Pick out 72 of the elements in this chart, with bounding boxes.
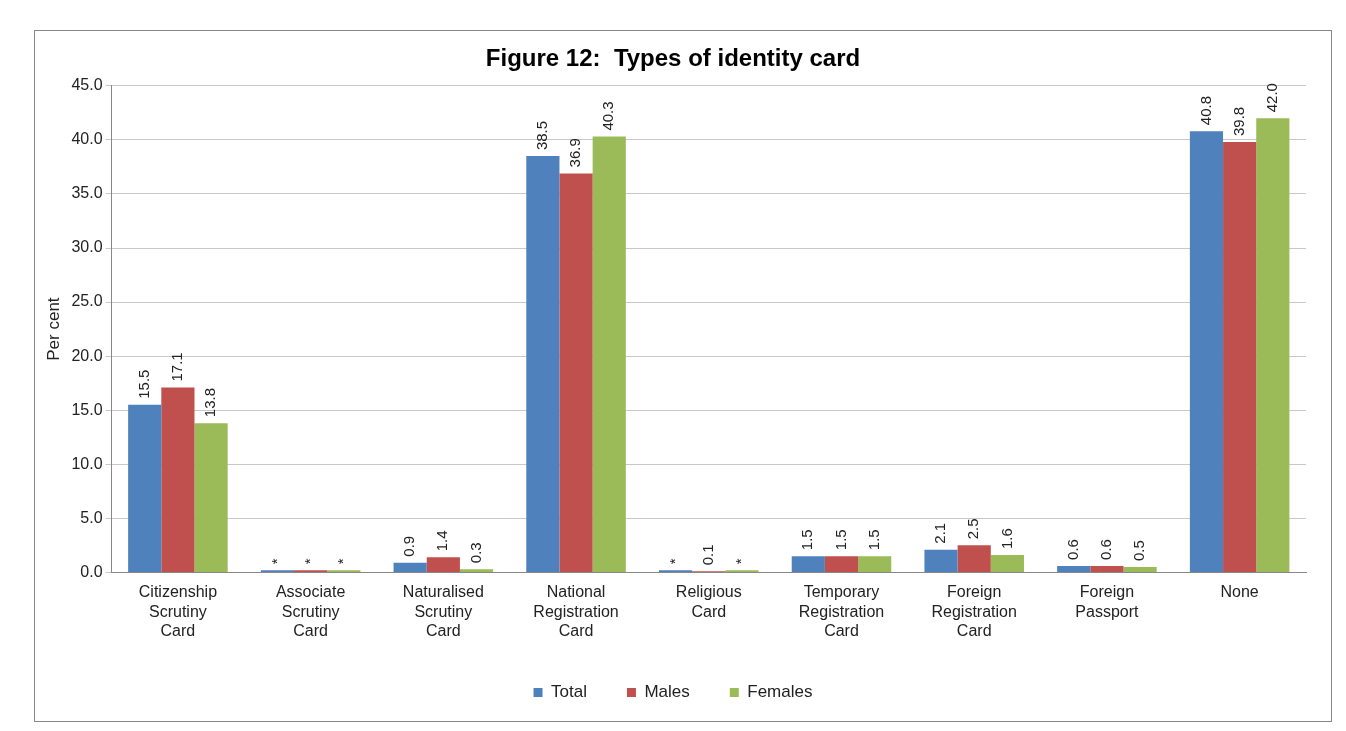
bar [924, 549, 958, 572]
data-label: 0.3 [466, 542, 484, 564]
bar [559, 173, 593, 572]
data-label: 2.5 [964, 518, 982, 540]
data-label: * [267, 558, 285, 565]
data-label: * [333, 558, 351, 565]
y-tick-label: 10.0 [71, 454, 103, 472]
data-label: 0.6 [1063, 539, 1081, 560]
data-label: 0.5 [1130, 540, 1148, 561]
bar [459, 569, 494, 572]
y-tick-label: 15.0 [71, 400, 103, 418]
data-label: 1.4 [433, 530, 451, 552]
data-label: 1.6 [997, 528, 1015, 550]
x-tick-label: Naturalised Scrutiny Card [402, 583, 484, 639]
bar [957, 545, 991, 572]
y-tick-label: 35.0 [71, 184, 103, 202]
bar [161, 387, 195, 572]
data-label: 13.8 [201, 387, 219, 418]
bar [824, 556, 859, 572]
legend-label: Males [644, 682, 690, 702]
bar [1090, 565, 1124, 572]
bar [990, 555, 1024, 572]
data-label: 40.8 [1196, 96, 1214, 126]
legend-label: Total [551, 682, 587, 702]
bar [1057, 565, 1091, 572]
x-tick-label: Citizenship Scrutiny Card [138, 583, 218, 639]
y-tick-label: 20.0 [71, 346, 103, 364]
bar [393, 562, 427, 572]
data-label: * [300, 558, 318, 565]
y-tick-label: 5.0 [80, 508, 103, 526]
y-tick-label: 45.0 [71, 76, 103, 94]
x-tick-label: Associate Scrutiny Card [275, 583, 346, 639]
data-label: 0.6 [1097, 539, 1115, 560]
data-label: 0.9 [400, 535, 418, 557]
x-tick-label: National Registration Card [533, 583, 619, 639]
x-tick-label: None [1220, 583, 1259, 601]
legend-label: Females [747, 682, 813, 702]
y-axis-title: Per cent [43, 297, 63, 361]
data-label: 39.8 [1229, 106, 1247, 137]
chart-title: Figure 12: Types of identity card [485, 44, 861, 72]
data-label: 1.5 [831, 529, 849, 551]
bar [194, 423, 228, 572]
data-label: 1.5 [864, 529, 882, 551]
bar [1223, 142, 1257, 572]
bar [1256, 118, 1290, 572]
data-label: 0.1 [698, 544, 716, 566]
data-label: 15.5 [134, 369, 152, 399]
data-label: 2.1 [931, 522, 949, 544]
bar [858, 556, 892, 572]
y-tick-label: 30.0 [71, 238, 103, 256]
data-label: 42.0 [1262, 83, 1280, 113]
bar [1123, 566, 1157, 572]
x-tick-label: Foreign Passport [1075, 583, 1140, 620]
data-label: 38.5 [533, 120, 551, 151]
data-label: 40.3 [599, 101, 617, 131]
data-label: 1.5 [798, 529, 816, 551]
x-tick-label: Religious Card [675, 583, 742, 620]
bar [526, 156, 560, 572]
data-label: * [665, 558, 683, 565]
data-label: 17.1 [168, 352, 186, 382]
data-label: 36.9 [566, 138, 584, 168]
bar [592, 136, 626, 572]
x-tick-label: Temporary Registration Card [798, 583, 885, 639]
bar [791, 556, 825, 572]
data-label: * [732, 558, 750, 565]
y-tick-label: 0.0 [80, 562, 103, 580]
x-tick-label: Foreign Registration Card [931, 583, 1017, 639]
bar [1189, 131, 1224, 572]
bar [426, 557, 460, 572]
y-tick-label: 25.0 [71, 292, 103, 310]
y-tick-label: 40.0 [71, 130, 103, 148]
bar [128, 404, 162, 572]
